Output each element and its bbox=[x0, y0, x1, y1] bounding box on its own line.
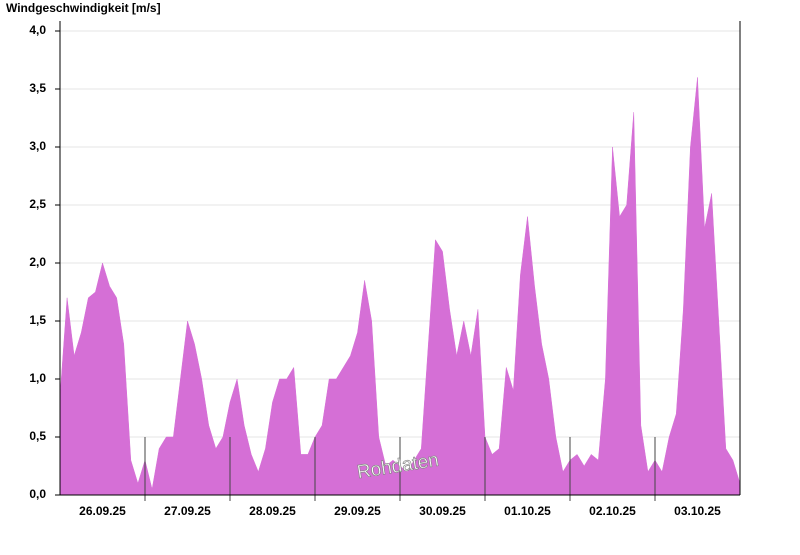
x-tick-label: 03.10.25 bbox=[674, 504, 721, 518]
y-tick-label: 1,0 bbox=[29, 371, 46, 385]
y-tick-label: 1,5 bbox=[29, 313, 46, 327]
y-tick-label: 4,0 bbox=[29, 23, 46, 37]
x-tick-label: 26.09.25 bbox=[79, 504, 126, 518]
x-tick-label: 02.10.25 bbox=[589, 504, 636, 518]
y-tick-label: 0,0 bbox=[29, 487, 46, 501]
x-tick-label: 29.09.25 bbox=[334, 504, 381, 518]
y-axis-label: Windgeschwindigkeit [m/s] bbox=[6, 1, 161, 15]
y-tick-label: 3,0 bbox=[29, 139, 46, 153]
x-tick-label: 01.10.25 bbox=[504, 504, 551, 518]
y-tick-label: 3,5 bbox=[29, 81, 46, 95]
watermark: Rohdaten bbox=[356, 450, 441, 484]
x-tick-label: 28.09.25 bbox=[249, 504, 296, 518]
y-tick-label: 0,5 bbox=[29, 429, 46, 443]
y-tick-label: 2,5 bbox=[29, 197, 46, 211]
area bbox=[59, 77, 741, 496]
x-tick-label: 30.09.25 bbox=[419, 504, 466, 518]
x-tick-label: 27.09.25 bbox=[164, 504, 211, 518]
y-tick-label: 2,0 bbox=[29, 255, 46, 269]
